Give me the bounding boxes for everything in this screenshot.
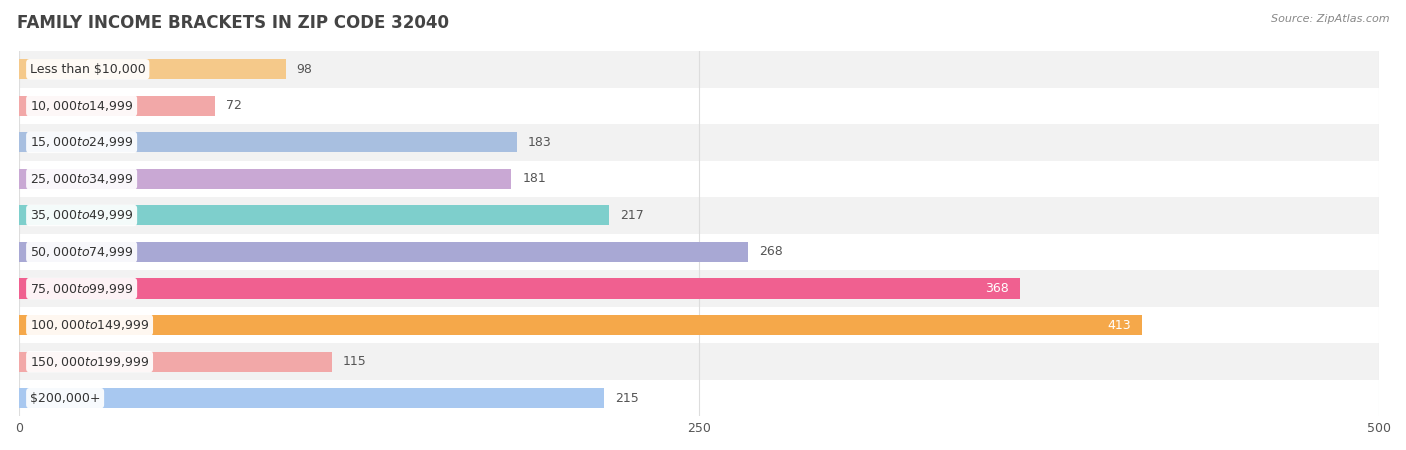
Text: $50,000 to $74,999: $50,000 to $74,999	[30, 245, 134, 259]
Bar	[20, 205, 609, 225]
Text: 217: 217	[620, 209, 644, 222]
Bar	[20, 351, 332, 372]
Text: $200,000+: $200,000+	[30, 392, 100, 405]
Text: $150,000 to $199,999: $150,000 to $199,999	[30, 355, 149, 369]
Text: 72: 72	[226, 99, 242, 112]
Bar	[20, 132, 517, 153]
FancyBboxPatch shape	[20, 380, 1379, 416]
FancyBboxPatch shape	[20, 124, 1379, 161]
Text: $35,000 to $49,999: $35,000 to $49,999	[30, 208, 134, 222]
Bar	[20, 96, 215, 116]
Bar	[20, 59, 285, 79]
FancyBboxPatch shape	[20, 307, 1379, 343]
Text: Source: ZipAtlas.com: Source: ZipAtlas.com	[1271, 14, 1389, 23]
FancyBboxPatch shape	[20, 88, 1379, 124]
Bar	[20, 315, 1142, 335]
Text: Less than $10,000: Less than $10,000	[30, 63, 146, 76]
Text: $25,000 to $34,999: $25,000 to $34,999	[30, 172, 134, 186]
Text: FAMILY INCOME BRACKETS IN ZIP CODE 32040: FAMILY INCOME BRACKETS IN ZIP CODE 32040	[17, 14, 449, 32]
Text: 413: 413	[1108, 319, 1132, 332]
Text: 215: 215	[614, 392, 638, 405]
FancyBboxPatch shape	[20, 161, 1379, 197]
Bar	[20, 169, 512, 189]
Text: 98: 98	[297, 63, 312, 76]
Bar	[20, 388, 603, 408]
Text: $100,000 to $149,999: $100,000 to $149,999	[30, 318, 149, 332]
Text: $10,000 to $14,999: $10,000 to $14,999	[30, 99, 134, 113]
Text: 183: 183	[527, 136, 551, 149]
Text: 115: 115	[343, 355, 367, 368]
Bar	[20, 279, 1019, 299]
Text: 368: 368	[986, 282, 1010, 295]
FancyBboxPatch shape	[20, 234, 1379, 270]
FancyBboxPatch shape	[20, 270, 1379, 307]
FancyBboxPatch shape	[20, 51, 1379, 88]
Bar	[20, 242, 748, 262]
FancyBboxPatch shape	[20, 197, 1379, 234]
Text: 181: 181	[522, 172, 546, 185]
Text: $15,000 to $24,999: $15,000 to $24,999	[30, 135, 134, 149]
Text: 268: 268	[759, 246, 783, 258]
Text: $75,000 to $99,999: $75,000 to $99,999	[30, 282, 134, 296]
FancyBboxPatch shape	[20, 343, 1379, 380]
